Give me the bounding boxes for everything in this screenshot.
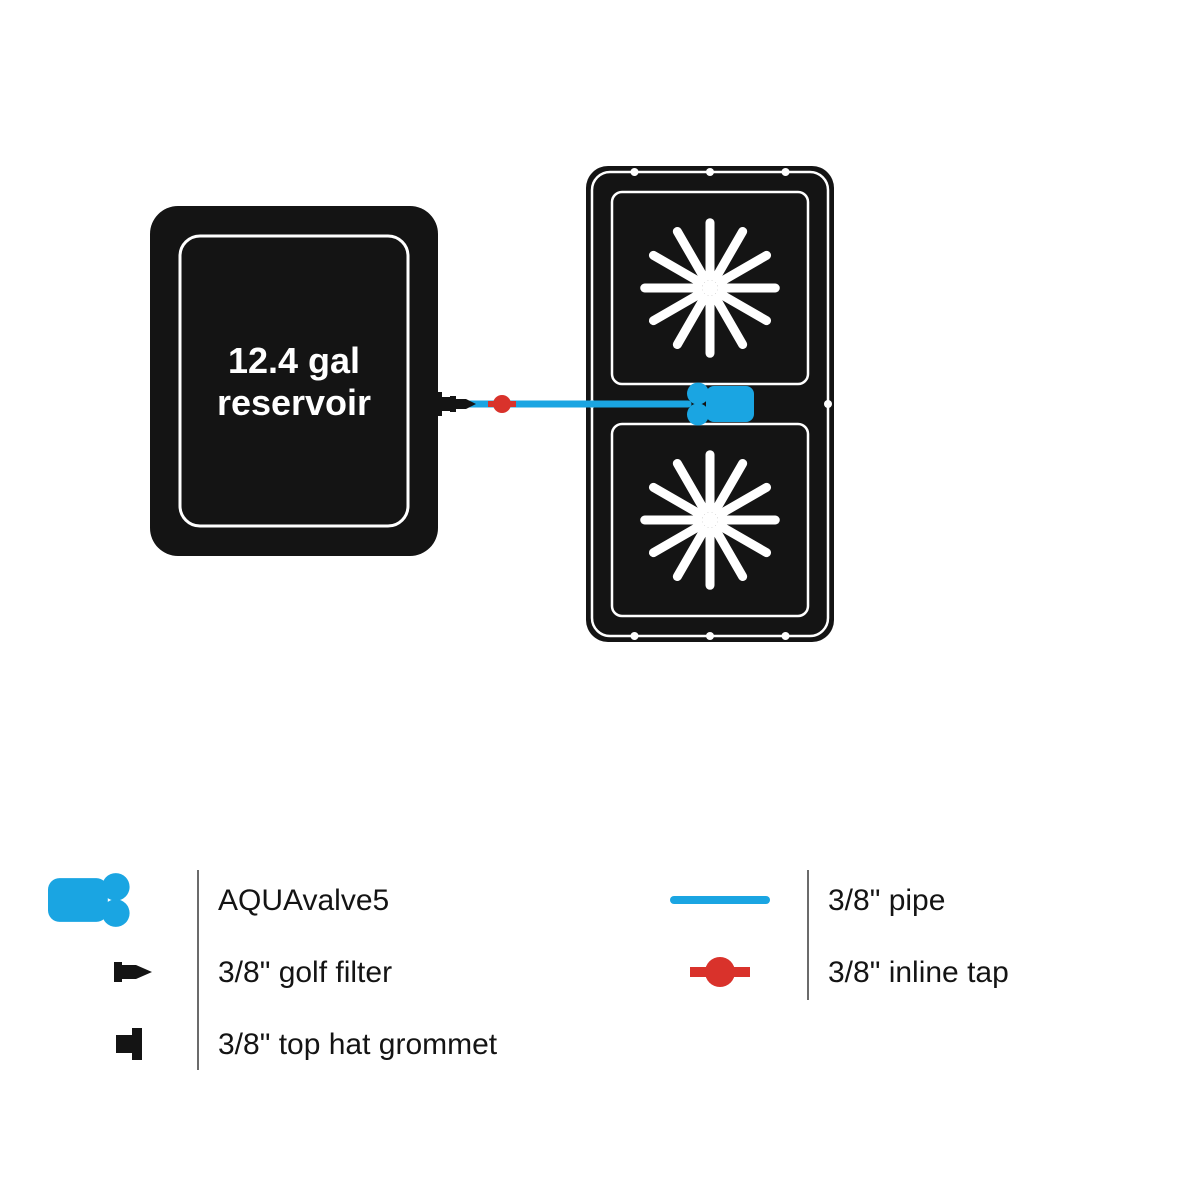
legend-inline-tap-label: 3/8" inline tap bbox=[828, 956, 1009, 989]
reservoir-label-line1: 12.4 gal bbox=[228, 340, 360, 381]
legend-golf-filter-label: 3/8" golf filter bbox=[218, 956, 392, 989]
legend-pipe-label: 3/8" pipe bbox=[828, 884, 945, 917]
aquavalve-icon bbox=[687, 383, 754, 426]
legend-grommet-label: 3/8" top hat grommet bbox=[218, 1028, 498, 1061]
legend-aquavalve-icon bbox=[48, 873, 130, 927]
reservoir-label-line2: reservoir bbox=[217, 382, 371, 423]
legend-aquavalve-label: AQUAvalve5 bbox=[218, 884, 389, 917]
reservoir: 12.4 galreservoir bbox=[150, 206, 438, 556]
